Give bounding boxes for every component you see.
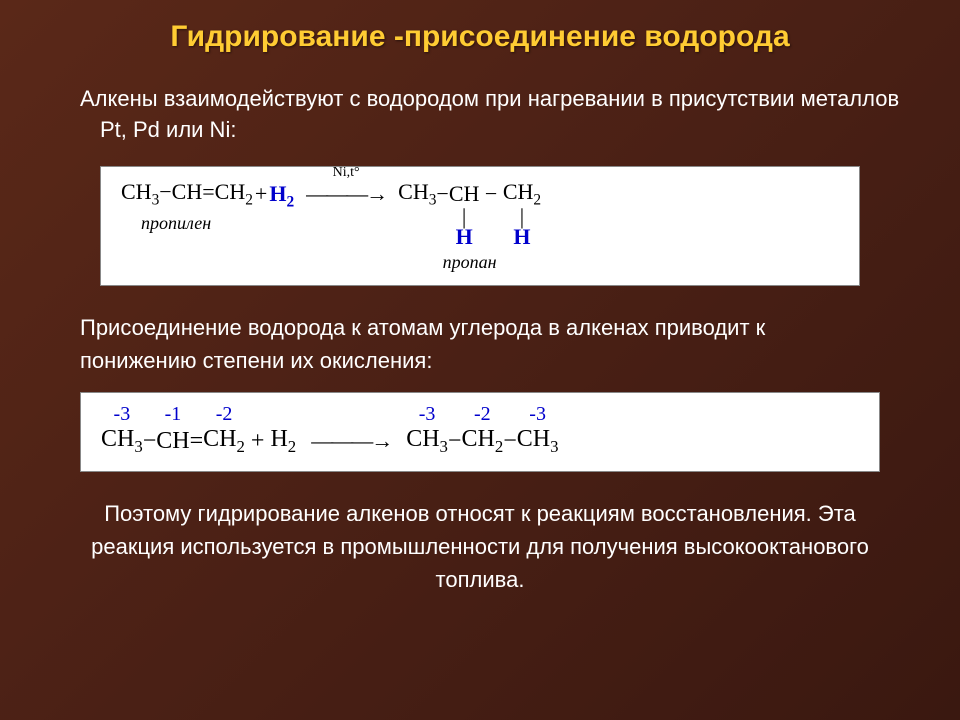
slide: Гидрирование -присоединение водорода Алк…: [0, 0, 960, 720]
outro-text: Поэтому гидрирование алкенов относят к р…: [70, 497, 890, 596]
equation-1: CH3−CH=CH2 пропилен + H2 Ni,t° ———→ CH3−…: [121, 179, 839, 274]
chem-ch: CH: [156, 426, 189, 457]
chem-ch2: CH2: [203, 426, 245, 457]
ox-state: -3: [101, 403, 143, 426]
chem-ch3: CH3: [101, 426, 143, 457]
equation-2-box: -3 -1 -2 -3 -2 -3 CH3 − CH = CH2 + H2 ——…: [80, 392, 880, 472]
mid-text: Присоединение водорода к атомам углерода…: [80, 311, 880, 377]
equation-1-box: CH3−CH=CH2 пропилен + H2 Ni,t° ———→ CH3−…: [100, 166, 860, 287]
double-bond: =: [190, 426, 204, 457]
plus-sign: +: [245, 426, 271, 457]
propane-label: пропан: [398, 250, 541, 273]
equation-2: -3 -1 -2 -3 -2 -3 CH3 − CH = CH2 + H2 ——…: [101, 403, 558, 457]
bond: −: [448, 426, 462, 457]
ox-state: -3: [406, 403, 448, 426]
chem-ch2: CH2: [461, 426, 503, 457]
slide-title: Гидрирование -присоединение водорода: [40, 20, 920, 54]
chem-ch3: CH3: [517, 426, 559, 457]
propylene-label: пропилен: [141, 213, 211, 233]
arrow-conditions: Ni,t°: [333, 165, 360, 181]
ox-state: -2: [461, 403, 503, 426]
plus-sign: +: [255, 179, 267, 207]
reaction-arrow-1: Ni,t° ———→: [306, 179, 386, 207]
reaction-arrow-2: ———→: [296, 426, 406, 457]
h2-reagent: H2: [270, 426, 296, 457]
product-propane: CH3− CH − CH2 | | H H п: [398, 179, 541, 274]
ox-state: -2: [203, 403, 245, 426]
h2-reagent: H2: [269, 179, 294, 211]
ox-state: -1: [156, 403, 189, 426]
intro-text: Алкены взаимодействуют с водородом при н…: [80, 84, 920, 146]
ox-state: -3: [517, 403, 559, 426]
bond: −: [143, 426, 157, 457]
bond: −: [503, 426, 517, 457]
reactant-propylene: CH3−CH=CH2 пропилен: [121, 179, 253, 235]
chem-ch3: CH3: [406, 426, 448, 457]
